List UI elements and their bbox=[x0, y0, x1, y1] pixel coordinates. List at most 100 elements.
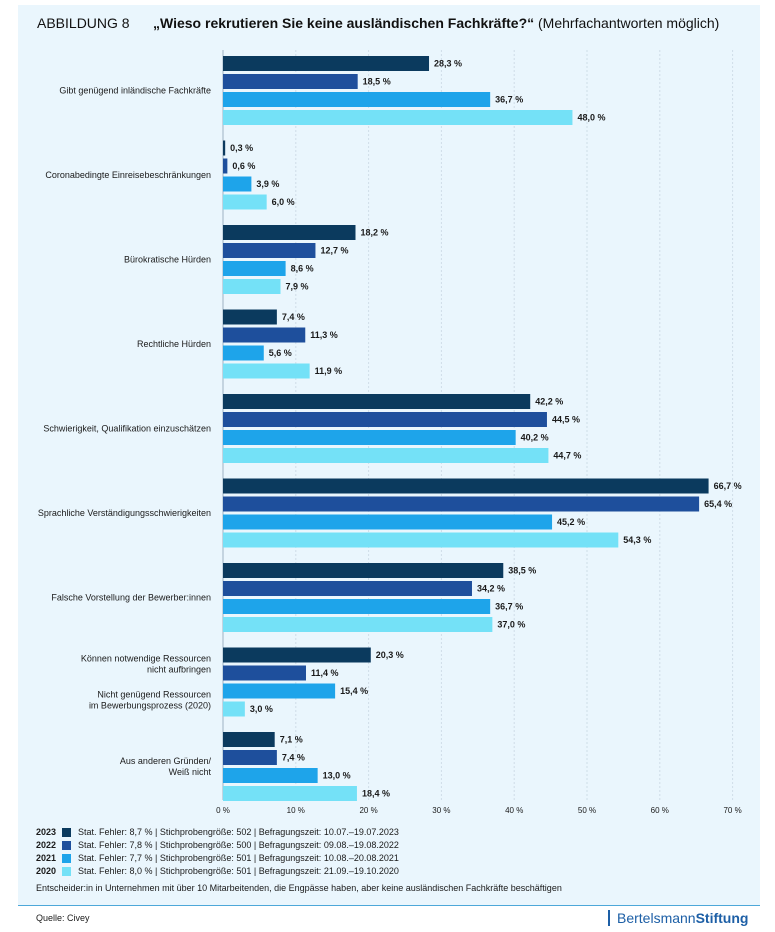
category-label: Sprachliche Verständigungsschwierigkeite… bbox=[38, 508, 211, 518]
legend-year: 2021 bbox=[36, 853, 57, 863]
legend-year: 2023 bbox=[36, 827, 57, 837]
category-label: Gibt genügend inländische Fachkräfte bbox=[59, 86, 211, 96]
legend-info: Stat. Fehler: 8,0 % | Stichprobengröße: … bbox=[78, 866, 399, 876]
data-label: 0,6 % bbox=[232, 161, 255, 171]
legend-item: 2020 Stat. Fehler: 8,0 % | Stichprobengrö… bbox=[36, 865, 399, 878]
bar bbox=[223, 140, 226, 156]
data-label: 40,2 % bbox=[521, 433, 549, 443]
legend-info: Stat. Fehler: 7,7 % | Stichprobengröße: … bbox=[78, 853, 399, 863]
bar bbox=[223, 110, 573, 125]
bar bbox=[223, 732, 275, 747]
data-label: 18,5 % bbox=[363, 77, 391, 87]
bar bbox=[223, 279, 281, 294]
data-label: 15,4 % bbox=[340, 686, 368, 696]
legend-swatch bbox=[62, 828, 71, 837]
chart-title-note: (Mehrfachantworten möglich) bbox=[534, 15, 720, 31]
x-tick-label: 50 % bbox=[578, 806, 596, 815]
bar bbox=[223, 176, 252, 192]
data-label: 7,1 % bbox=[280, 735, 303, 745]
figure-header: ABBILDUNG 8 „Wieso rekrutieren Sie keine … bbox=[37, 15, 719, 31]
data-label: 44,7 % bbox=[553, 451, 581, 461]
legend-year: 2022 bbox=[36, 840, 57, 850]
brand-name-bold: Stiftung bbox=[695, 910, 749, 926]
data-label: 12,7 % bbox=[320, 246, 348, 256]
bar bbox=[223, 261, 286, 276]
brand-logo: BertelsmannStiftung bbox=[608, 910, 748, 926]
bar bbox=[223, 158, 228, 174]
data-label: 18,4 % bbox=[362, 789, 390, 799]
data-label: 6,0 % bbox=[272, 197, 295, 207]
data-label: 7,4 % bbox=[282, 312, 305, 322]
x-tick-label: 60 % bbox=[651, 806, 669, 815]
bar bbox=[223, 56, 430, 71]
legend-item: 2021 Stat. Fehler: 7,7 % | Stichprobengrö… bbox=[36, 852, 399, 865]
bar bbox=[223, 581, 472, 596]
data-label: 36,7 % bbox=[495, 95, 523, 105]
bar bbox=[223, 243, 316, 258]
legend-swatch bbox=[62, 841, 71, 850]
bar bbox=[223, 701, 245, 717]
data-label: 8,6 % bbox=[291, 264, 314, 274]
bar bbox=[223, 532, 619, 548]
x-tick-label: 10 % bbox=[287, 806, 305, 815]
bar bbox=[223, 448, 549, 463]
data-label: 13,0 % bbox=[323, 771, 351, 781]
bar bbox=[223, 345, 264, 361]
category-label: Coronabedingte Einreisebeschränkungen bbox=[45, 170, 211, 180]
data-label: 3,0 % bbox=[250, 704, 273, 714]
bar bbox=[223, 478, 709, 494]
bar bbox=[223, 750, 277, 765]
category-label: Rechtliche Hürden bbox=[137, 339, 211, 349]
x-tick-label: 0 % bbox=[216, 806, 230, 815]
x-tick-label: 40 % bbox=[505, 806, 523, 815]
bar bbox=[223, 74, 358, 89]
category-label: Aus anderen Gründen/ bbox=[120, 756, 212, 766]
data-label: 11,3 % bbox=[310, 330, 338, 340]
legend-swatch bbox=[62, 867, 71, 876]
bar bbox=[223, 327, 306, 343]
data-label: 11,4 % bbox=[311, 668, 339, 678]
data-label: 18,2 % bbox=[360, 228, 388, 238]
bar bbox=[223, 309, 277, 325]
bar bbox=[223, 563, 504, 578]
bar bbox=[223, 617, 493, 632]
legend-info: Stat. Fehler: 8,7 % | Stichprobengröße: … bbox=[78, 827, 399, 837]
legend-item: 2023 Stat. Fehler: 8,7 % | Stichprobengrö… bbox=[36, 826, 399, 839]
data-label: 20,3 % bbox=[376, 650, 404, 660]
bar bbox=[223, 514, 553, 530]
data-label: 42,2 % bbox=[535, 397, 563, 407]
data-label: 38,5 % bbox=[508, 566, 536, 576]
data-label: 7,9 % bbox=[286, 282, 309, 292]
data-label: 37,0 % bbox=[497, 620, 525, 630]
bar bbox=[223, 412, 547, 427]
bar-chart: 28,3 % 18,5 % 36,7 % 48,0 % Gibt genügend in… bbox=[38, 50, 742, 815]
data-label: 66,7 % bbox=[714, 481, 742, 491]
data-label: 34,2 % bbox=[477, 584, 505, 594]
bar bbox=[223, 665, 306, 681]
data-label: 5,6 % bbox=[269, 348, 292, 358]
category-label-alt: im Bewerbungsprozess (2020) bbox=[89, 701, 211, 711]
bar bbox=[223, 363, 310, 379]
category-label: Falsche Vorstellung der Bewerber:innen bbox=[51, 593, 211, 603]
data-label: 28,3 % bbox=[434, 59, 462, 69]
data-label: 44,5 % bbox=[552, 415, 580, 425]
footer-divider bbox=[18, 905, 760, 906]
bar bbox=[223, 683, 336, 699]
legend: 2023 Stat. Fehler: 8,7 % | Stichprobengrö… bbox=[36, 826, 399, 878]
bar bbox=[223, 496, 700, 512]
x-tick-label: 30 % bbox=[432, 806, 450, 815]
bar bbox=[223, 92, 491, 107]
bar bbox=[223, 394, 531, 409]
data-label: 3,9 % bbox=[256, 179, 279, 189]
bar bbox=[223, 194, 267, 210]
bar bbox=[223, 647, 371, 663]
bar bbox=[223, 768, 318, 783]
bar bbox=[223, 786, 357, 801]
category-label: Können notwendige Ressourcen bbox=[81, 654, 211, 664]
bar bbox=[223, 430, 516, 445]
chart-title: „Wieso rekrutieren Sie keine ausländisch… bbox=[153, 15, 535, 31]
legend-info: Stat. Fehler: 7,8 % | Stichprobengröße: … bbox=[78, 840, 399, 850]
x-tick-label: 70 % bbox=[723, 806, 741, 815]
source-note: Quelle: Civey bbox=[36, 913, 90, 923]
data-label: 0,3 % bbox=[230, 143, 253, 153]
